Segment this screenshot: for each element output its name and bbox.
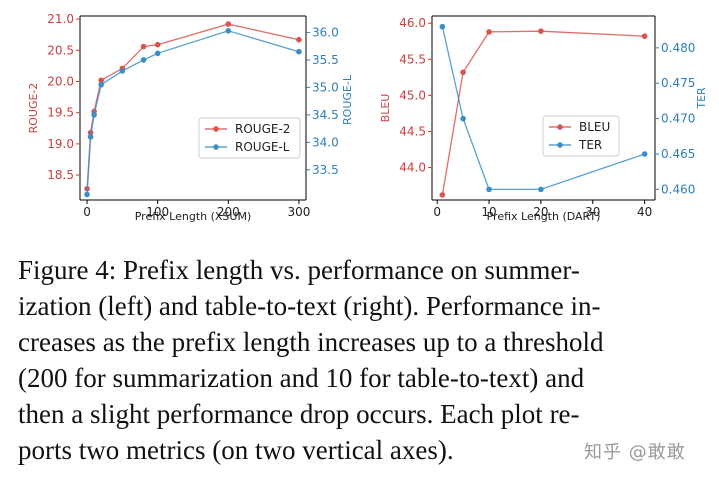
- chart-right-dart: 0 10 20 30 40 Prefix Length (DART) 44.0 44.5 45.…: [379, 15, 708, 223]
- right-y-tick-label: 0.470: [661, 112, 695, 126]
- left-y-tick-label: 19.0: [47, 137, 74, 151]
- caption-line: (200 for summarization and 10 for table-…: [18, 363, 585, 393]
- left-y-tick-label: 46.0: [399, 16, 426, 30]
- data-point-rouge-l: [296, 48, 302, 55]
- left-y-tick-label: 20.0: [47, 74, 74, 88]
- data-point-rouge-2: [296, 36, 302, 43]
- legend-box: [198, 117, 301, 159]
- data-point-rouge-l: [84, 191, 90, 198]
- left-y-tick-label: 21.0: [47, 12, 74, 26]
- x-axis-label: Prefix Length (XSUM): [135, 210, 252, 223]
- data-point-ter: [486, 186, 492, 193]
- data-point-ter: [538, 186, 544, 193]
- watermark: 知乎 @敢敢: [584, 442, 686, 463]
- right-y-tick-label: 0.480: [661, 41, 695, 55]
- data-point-bleu: [641, 33, 648, 40]
- x-tick-label: 0: [433, 205, 441, 219]
- x-tick-label: 100: [146, 205, 169, 219]
- x-tick-label: 30: [585, 205, 600, 219]
- data-point-rouge-2: [98, 77, 104, 84]
- x-tick-label: 40: [637, 205, 652, 219]
- legend-entry-label: ROUGE-2: [235, 122, 290, 136]
- caption-line: ports two metrics (on two vertical axes)…: [18, 435, 454, 465]
- data-point-rouge-2: [154, 41, 161, 48]
- x-tick-label: 20: [533, 205, 548, 219]
- series-line-rouge-l: [86, 30, 300, 195]
- right-y-tick-label: 34.0: [312, 135, 339, 149]
- data-point-rouge-l: [225, 28, 232, 34]
- x-tick-label: 10: [481, 205, 496, 219]
- data-point-ter: [641, 151, 648, 157]
- x-tick-label: 300: [287, 205, 310, 219]
- chart-left-xsum: 0 100 200 300 Prefix Length (XSUM) 18.5 19.0 19…: [27, 12, 354, 223]
- left-y-tick-label: 18.5: [47, 168, 74, 182]
- caption-line: Figure 4: Prefix length vs. performance …: [18, 255, 580, 285]
- right-y-tick-label: 34.5: [312, 108, 339, 122]
- data-point-rouge-l: [87, 134, 94, 140]
- legend-swatch-marker: [557, 124, 563, 130]
- left-y-axis-label: ROUGE-2: [27, 83, 40, 134]
- data-point-rouge-l: [154, 50, 161, 57]
- data-point-bleu: [460, 69, 466, 76]
- series-line-rouge-2: [86, 23, 300, 189]
- series-line-bleu: [441, 30, 645, 196]
- right-y-tick-label: 0.465: [661, 147, 695, 161]
- data-point-rouge-l: [119, 68, 126, 74]
- left-y-tick-label: 20.5: [47, 43, 74, 57]
- left-y-tick-label: 45.0: [399, 88, 426, 102]
- data-point-bleu: [486, 29, 492, 35]
- data-point-rouge-2: [225, 21, 232, 27]
- caption-line: ization (left) and table-to-text (right)…: [18, 291, 601, 321]
- x-axis-label: Prefix Length (DART): [487, 210, 601, 223]
- legend-swatch-marker: [213, 126, 219, 132]
- data-point-rouge-l: [98, 81, 104, 88]
- right-y-tick-label: 36.0: [312, 25, 339, 39]
- x-tick-label: 0: [83, 205, 91, 219]
- right-y-tick-label: 33.5: [312, 163, 339, 177]
- legend-swatch-marker: [213, 144, 219, 150]
- caption-line: creases as the prefix length increases u…: [18, 327, 604, 357]
- left-y-tick-label: 19.5: [47, 106, 74, 120]
- legend-entry-label: TER: [578, 138, 602, 152]
- left-y-tick-label: 44.5: [399, 124, 426, 138]
- right-y-tick-label: 35.5: [312, 53, 339, 67]
- legend-entry-label: BLEU: [579, 120, 610, 134]
- legend-swatch-marker: [557, 142, 563, 148]
- left-y-tick-label: 45.5: [399, 52, 426, 66]
- data-point-rouge-l: [91, 112, 97, 118]
- data-point-bleu: [538, 28, 544, 34]
- legend-entry-label: ROUGE-L: [235, 140, 290, 154]
- series-line-ter: [441, 26, 645, 191]
- right-y-axis-label: TER: [695, 87, 708, 110]
- caption-line: then a slight performance drop occurs. E…: [18, 399, 580, 429]
- right-y-tick-label: 0.460: [661, 182, 695, 196]
- data-point-bleu: [439, 192, 446, 198]
- data-point-rouge-2: [140, 43, 147, 50]
- left-y-tick-label: 44.0: [399, 161, 426, 175]
- right-y-tick-label: 35.0: [312, 80, 339, 94]
- x-tick-label: 200: [217, 205, 240, 219]
- figure-caption: Figure 4: Prefix length vs. performance …: [18, 252, 708, 468]
- data-point-ter: [460, 115, 466, 122]
- left-y-axis-label: BLEU: [379, 94, 392, 123]
- right-y-tick-label: 0.475: [661, 76, 695, 90]
- data-point-ter: [439, 23, 446, 30]
- data-point-rouge-l: [140, 57, 147, 63]
- right-y-axis-label: ROUGE-L: [341, 74, 354, 125]
